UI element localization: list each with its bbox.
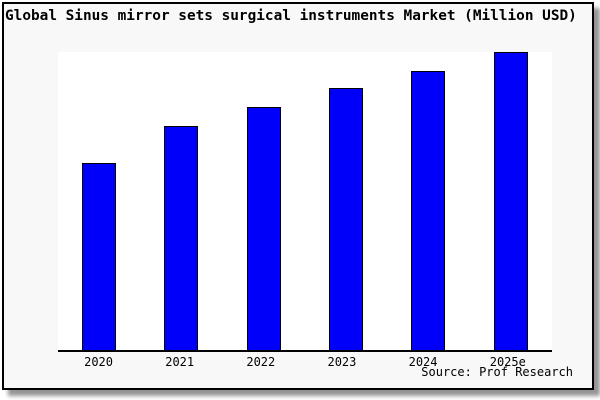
x-tick-label-2023: 2023: [327, 355, 357, 369]
bar-2023: [329, 88, 364, 350]
plot-area: [58, 52, 552, 352]
chart-title: Global Sinus mirror sets surgical instru…: [5, 8, 577, 24]
x-tick-label-2021: 2021: [165, 355, 195, 369]
source-note: Source: Prof Research: [421, 365, 573, 379]
bar-2021: [164, 126, 199, 350]
x-tick-label-2024: 2024: [408, 355, 438, 369]
bar-2022: [246, 107, 281, 350]
bar-2024: [411, 70, 446, 350]
bar-2020: [82, 163, 117, 350]
x-labels: 2020 2021 2022 2023 2024 2025e: [58, 356, 552, 369]
bars: [58, 52, 552, 350]
bar-2025e: [493, 52, 528, 350]
chart-card: Global Sinus mirror sets surgical instru…: [2, 2, 594, 390]
x-tick-label-2025e: 2025e: [489, 355, 526, 369]
x-tick-label-2022: 2022: [246, 355, 276, 369]
x-tick-label-2020: 2020: [84, 355, 114, 369]
